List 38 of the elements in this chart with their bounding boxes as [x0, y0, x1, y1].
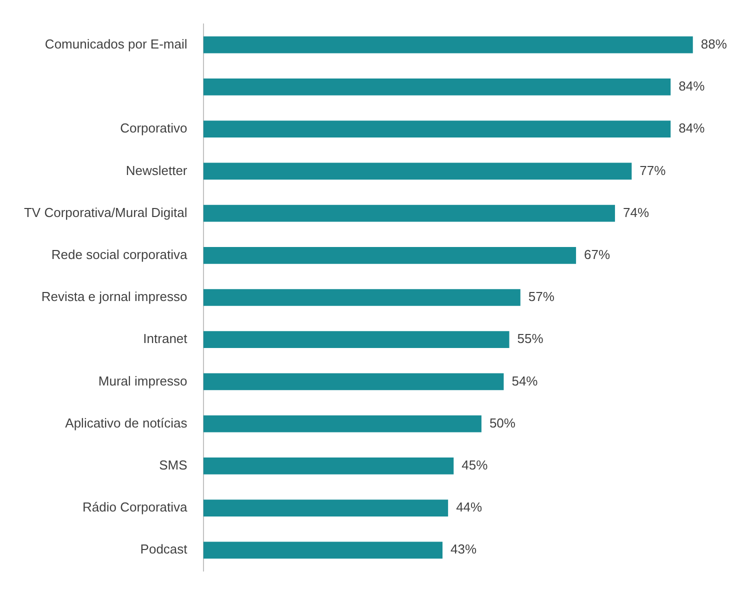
bar — [203, 204, 615, 222]
bar — [203, 289, 520, 306]
data-label: 43% — [450, 542, 477, 557]
y-tick-label: Rede social corporativa — [51, 246, 188, 262]
data-label: 74% — [622, 204, 650, 220]
data-label: 50% — [489, 415, 516, 430]
y-tick-label: Podcast — [140, 542, 188, 557]
bar — [203, 415, 482, 432]
data-label: 84% — [678, 120, 706, 136]
bar — [203, 36, 693, 54]
y-tick-label: Newsletter — [126, 162, 188, 178]
y-tick-label: Revista e jornal impresso — [41, 289, 188, 304]
y-tick-label: Aplicativo de notícias — [65, 415, 188, 430]
y-tick-label: Intranet — [143, 331, 188, 346]
y-tick-label: TV Corporativa/Mural Digital — [24, 204, 188, 220]
data-label: 84% — [678, 78, 706, 94]
data-label: 57% — [528, 289, 555, 304]
y-tick-label: SMS — [159, 458, 188, 473]
bar — [203, 331, 510, 348]
data-label: 77% — [640, 162, 666, 178]
data-label: 45% — [462, 458, 488, 473]
bar — [203, 373, 504, 390]
bar — [203, 162, 632, 180]
bar — [203, 542, 443, 559]
data-label: 55% — [517, 331, 544, 346]
bar — [203, 120, 671, 138]
y-tick-label: Corporativo — [120, 120, 188, 136]
y-tick-label: Mural impresso — [98, 373, 188, 388]
y-tick-label: Rádio Corporativa — [82, 500, 188, 515]
bar — [203, 78, 671, 96]
y-tick-label: Comunicados por E-mail — [44, 36, 188, 52]
data-label: 44% — [456, 500, 483, 515]
data-label: 54% — [512, 373, 538, 388]
bar — [203, 500, 448, 516]
bar — [203, 458, 454, 474]
data-label: 88% — [700, 36, 728, 52]
bar — [203, 246, 576, 264]
data-label: 67% — [584, 246, 610, 262]
